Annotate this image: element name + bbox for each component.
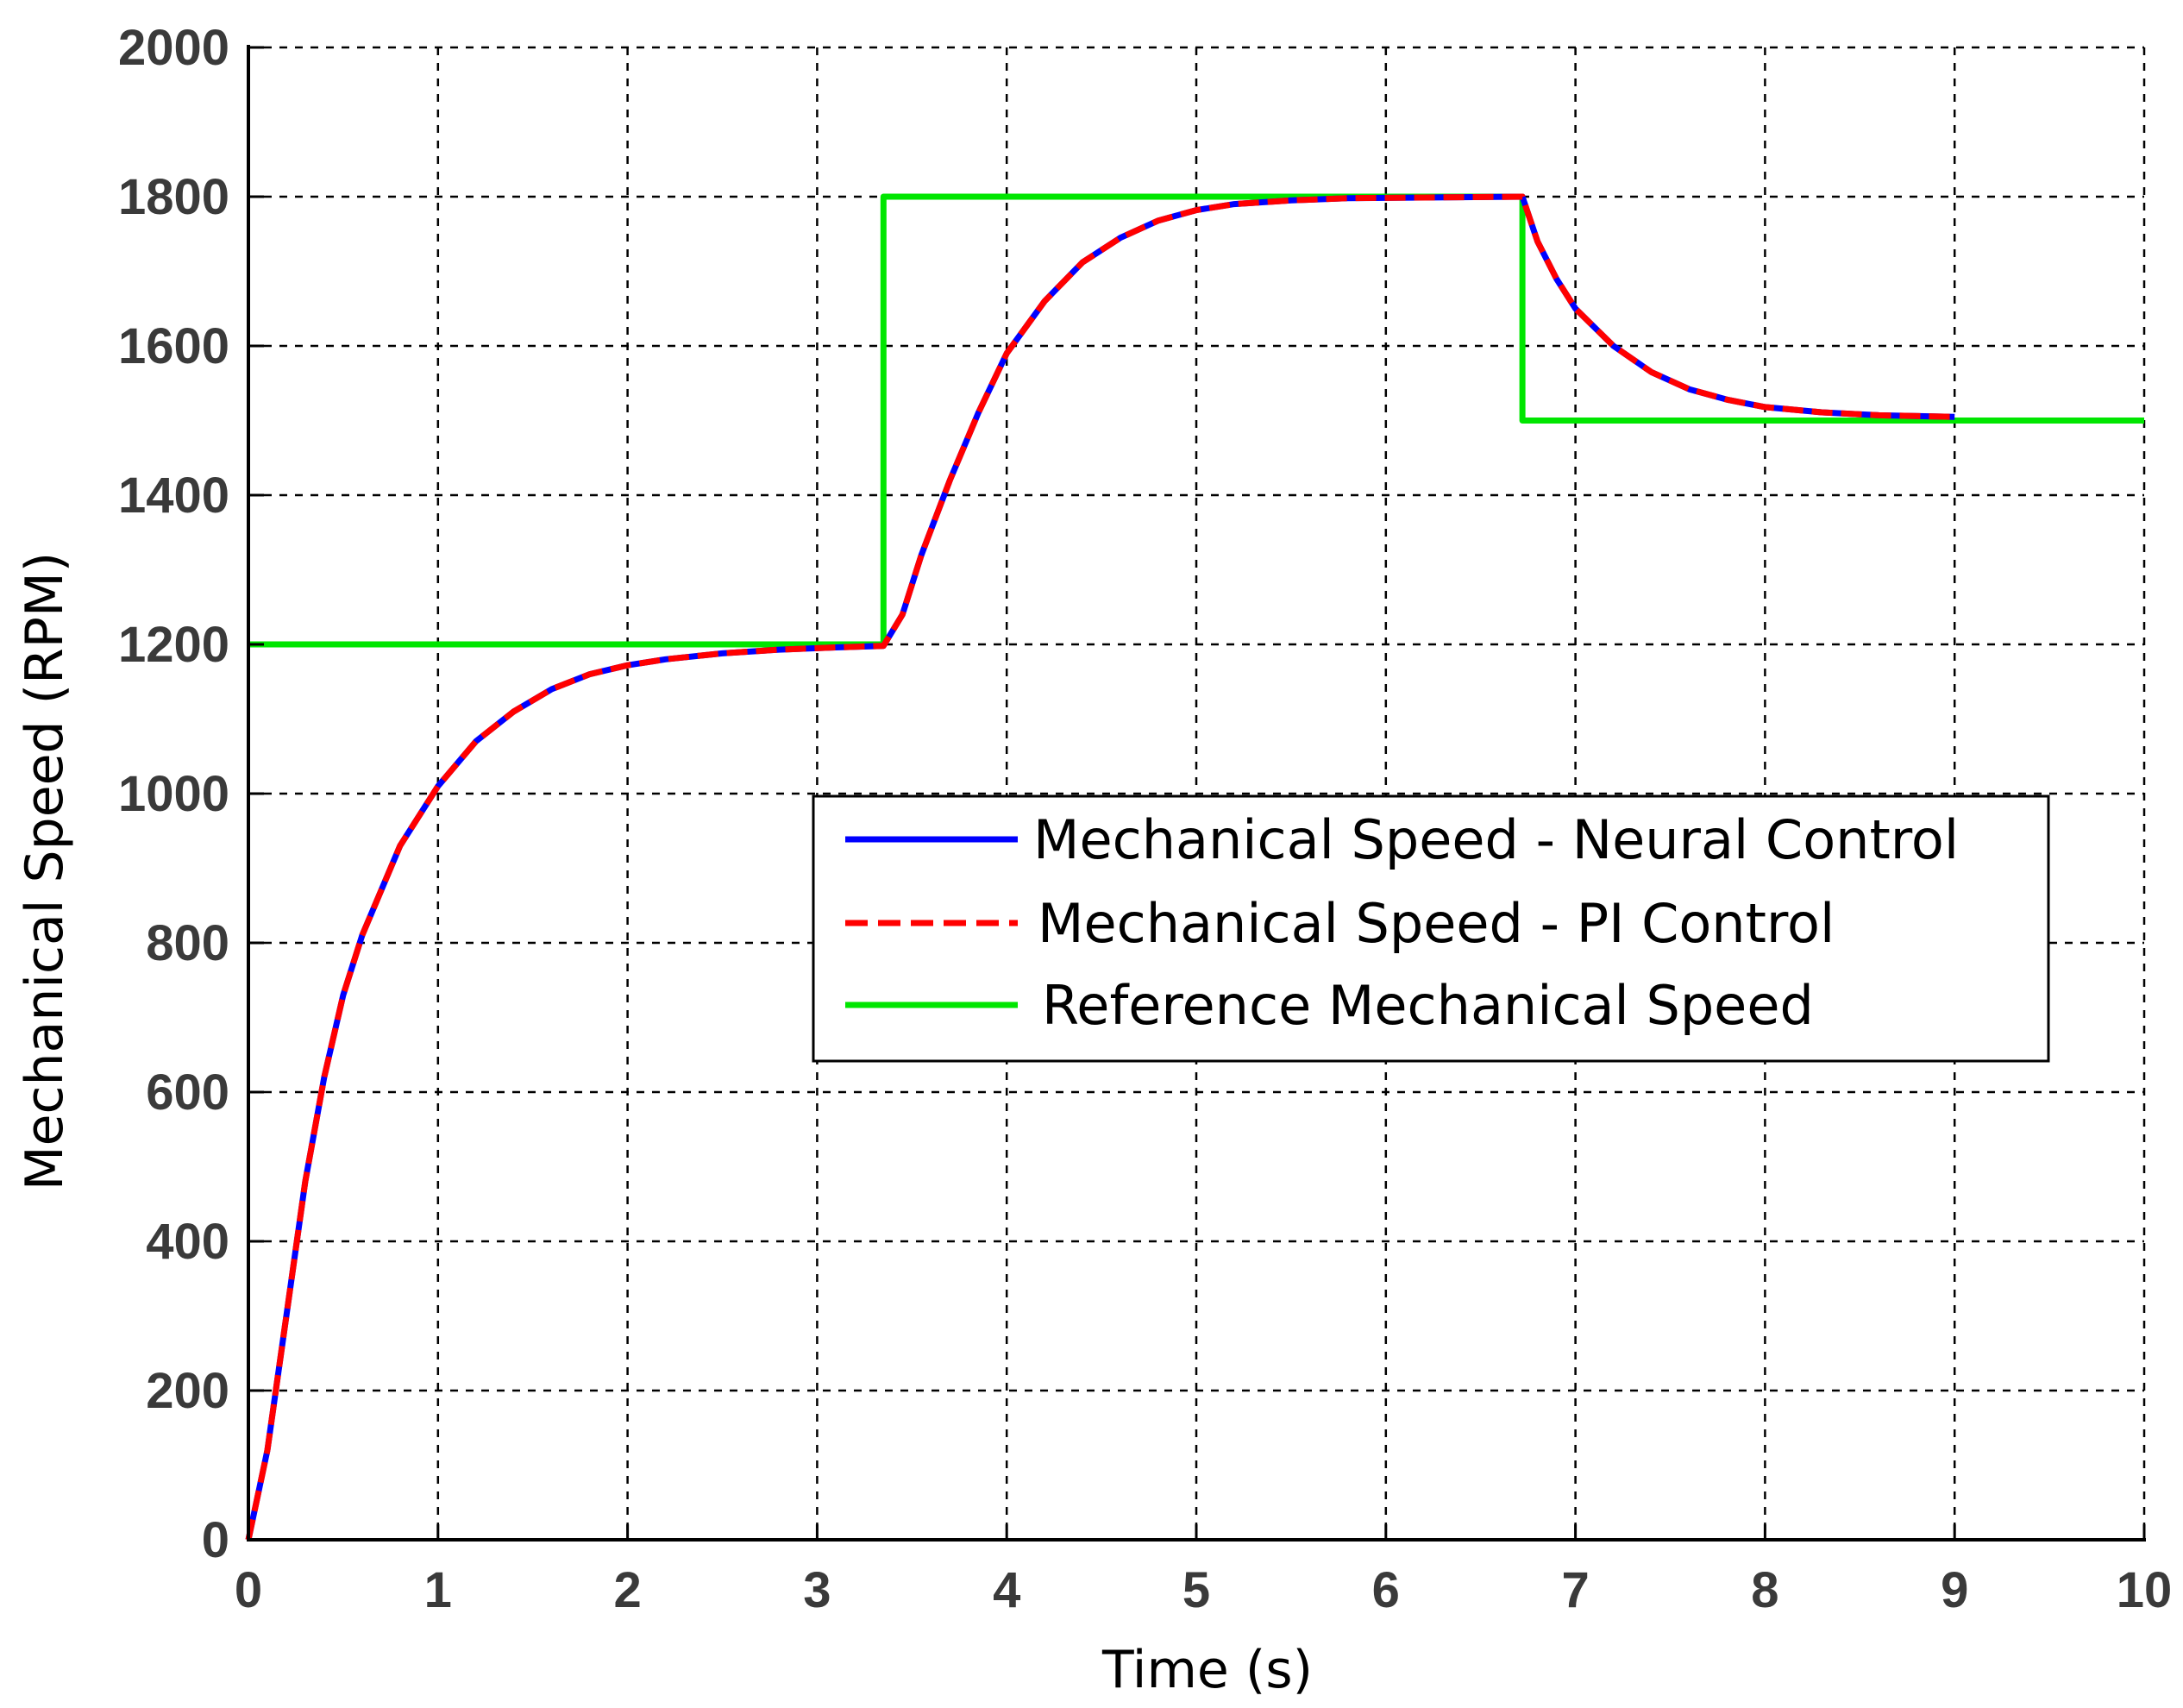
y-tick-label: 200 — [146, 1363, 229, 1419]
y-tick-label: 1400 — [118, 468, 229, 524]
x-tick-label: 7 — [1561, 1562, 1589, 1618]
y-tick-label: 1800 — [118, 169, 229, 225]
y-axis-title: Mechanical Speed (RPM) — [15, 552, 75, 1190]
x-tick-label: 4 — [993, 1562, 1020, 1618]
legend-box — [812, 794, 2050, 1063]
series-line-2 — [248, 193, 2144, 648]
y-tick-label: 400 — [146, 1214, 229, 1270]
y-tick-label: 600 — [146, 1064, 229, 1121]
x-tick-label: 5 — [1182, 1562, 1210, 1618]
axes — [247, 45, 2146, 1542]
y-tick-label: 1200 — [118, 617, 229, 673]
legend-label-pi: Mechanical Speed - PI Control — [1038, 892, 1835, 955]
y-tick-label: 0 — [202, 1512, 229, 1568]
y-tick-label: 1600 — [118, 318, 229, 374]
legend-label-reference: Reference Mechanical Speed — [1042, 974, 1814, 1037]
x-tick-label: 6 — [1372, 1562, 1400, 1618]
x-tick-label: 9 — [1941, 1562, 1968, 1618]
x-tick-labels: 0 1 2 3 4 5 6 7 8 9 10 — [235, 1562, 2172, 1618]
x-tick-label: 3 — [803, 1562, 831, 1618]
series-line-1 — [245, 193, 1955, 1541]
x-axis-title: Time (s) — [1101, 1640, 1313, 1700]
x-tick-label: 8 — [1751, 1562, 1778, 1618]
x-tick-label: 1 — [424, 1562, 452, 1618]
y-tick-label: 800 — [146, 915, 229, 971]
plot-area — [245, 193, 2144, 1541]
legend: Mechanical Speed - Neural Control Mechan… — [812, 794, 2050, 1063]
y-tick-labels: 0 200 400 600 800 1000 1200 1400 1600 1800 2000 — [118, 20, 229, 1568]
x-tick-label: 2 — [613, 1562, 641, 1618]
x-tick-label: 10 — [2117, 1562, 2173, 1618]
x-tick-label: 0 — [235, 1562, 262, 1618]
legend-label-neural: Mechanical Speed - Neural Control — [1033, 808, 1959, 871]
grid — [247, 46, 2146, 1542]
y-tick-label: 2000 — [118, 20, 229, 76]
y-tick-label: 1000 — [118, 766, 229, 822]
